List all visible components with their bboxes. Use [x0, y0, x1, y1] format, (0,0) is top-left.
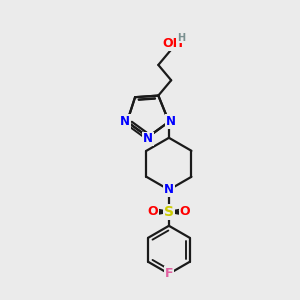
Text: N: N — [143, 133, 153, 146]
Text: O: O — [148, 205, 158, 218]
Text: F: F — [165, 267, 173, 280]
Text: O: O — [180, 205, 190, 218]
Text: N: N — [120, 115, 130, 128]
Text: S: S — [164, 205, 174, 219]
Text: N: N — [164, 183, 174, 196]
Text: H: H — [177, 33, 185, 43]
Text: OH: OH — [163, 37, 184, 50]
Text: N: N — [166, 115, 176, 128]
